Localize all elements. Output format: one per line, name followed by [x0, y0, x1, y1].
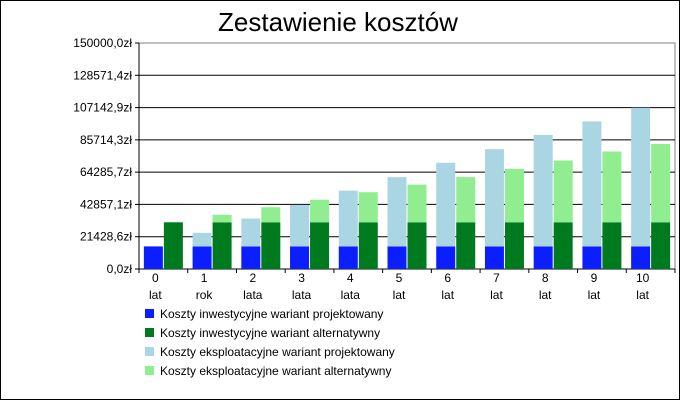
legend: Koszty inwestycyjne wariant projektowany… [145, 307, 395, 378]
legend-label: Koszty inwestycyjne wariant alternatywny [160, 326, 380, 340]
bar-operating-alternative [553, 160, 573, 223]
x-tick-label-unit: rok [196, 288, 214, 302]
x-tick-label-unit: lata [292, 288, 312, 302]
x-tick-label-unit: lat [636, 288, 649, 302]
bar-investment-alternative [504, 222, 524, 269]
bar-operating-projected [387, 177, 407, 247]
y-tick-label: 0,0zł [107, 262, 133, 276]
y-tick-label: 21428,6zł [80, 230, 132, 244]
x-tick-label-number: 6 [444, 271, 451, 285]
y-tick-label: 128571,4zł [73, 68, 132, 82]
bar-operating-projected [192, 232, 212, 247]
legend-label: Koszty eksploatacyjne wariant projektowa… [160, 345, 395, 359]
bar-investment-projected [290, 246, 310, 269]
bar-operating-alternative [358, 192, 378, 223]
y-tick-label: 85714,3zł [80, 133, 132, 147]
bar-investment-alternative [261, 222, 281, 269]
bar-investment-projected [582, 246, 602, 269]
bar-operating-projected [484, 149, 504, 247]
legend-swatch [145, 366, 154, 375]
bar-investment-alternative [651, 222, 671, 269]
bar-operating-alternative [456, 177, 476, 223]
bar-operating-projected [631, 107, 651, 247]
legend-swatch [145, 309, 154, 318]
x-tick-label-unit: lat [441, 288, 454, 302]
bar-investment-projected [143, 246, 163, 269]
bar-investment-alternative [358, 222, 378, 269]
legend-label: Koszty eksploatacyjne wariant alternatyw… [160, 364, 391, 378]
bar-investment-alternative [553, 222, 573, 269]
x-tick-label-number: 4 [347, 271, 354, 285]
x-tick-label-number: 10 [636, 271, 650, 285]
bar-investment-projected [533, 246, 553, 269]
bar-operating-projected [290, 204, 310, 247]
bar-investment-projected [192, 246, 212, 269]
x-tick-label-number: 8 [542, 271, 549, 285]
y-tick-label: 42857,1zł [80, 197, 132, 211]
bar-operating-projected [436, 162, 456, 247]
bar-operating-alternative [504, 168, 524, 223]
x-tick-label-unit: lat [539, 288, 552, 302]
bar-operating-projected [533, 134, 553, 247]
legend-swatch [145, 347, 154, 356]
bar-operating-alternative [310, 199, 330, 223]
bar-investment-projected [484, 246, 504, 269]
x-tick-label-number: 5 [396, 271, 403, 285]
bar-investment-alternative [163, 222, 183, 269]
x-tick-label-number: 1 [201, 271, 208, 285]
y-tick-label: 107142,9zł [73, 101, 132, 115]
x-tick-label-number: 9 [591, 271, 598, 285]
legend-label: Koszty inwestycyjne wariant projektowany [160, 307, 383, 321]
bar-investment-alternative [602, 222, 622, 269]
x-tick-label-number: 2 [249, 271, 256, 285]
bar-investment-projected [387, 246, 407, 269]
x-tick-label-number: 7 [493, 271, 500, 285]
bar-operating-projected [241, 218, 261, 247]
y-tick-label: 64285,7zł [80, 165, 132, 179]
bar-investment-projected [631, 246, 651, 269]
bar-investment-projected [338, 246, 358, 269]
bar-operating-projected [582, 121, 602, 247]
bar-investment-alternative [212, 222, 232, 269]
x-tick-label-unit: lat [588, 288, 601, 302]
bar-operating-alternative [261, 207, 281, 223]
bar-investment-projected [436, 246, 456, 269]
y-tick-label: 150000,0zł [73, 36, 132, 50]
bar-investment-alternative [310, 222, 330, 269]
bar-operating-alternative [651, 143, 671, 223]
bar-investment-alternative [407, 222, 427, 269]
x-tick-label-number: 0 [152, 271, 159, 285]
bar-operating-alternative [602, 151, 622, 223]
bar-operating-projected [338, 190, 358, 247]
x-tick-label-unit: lata [341, 288, 361, 302]
chart-title: Zestawienie kosztów [218, 7, 458, 37]
plot-area: 0,0zł 21428,6zł 42857,1zł 64285,7zł 85714,3z… [73, 36, 676, 302]
x-tick-label-unit: lat [490, 288, 503, 302]
bar-investment-projected [241, 246, 261, 269]
x-tick-label-unit: lat [393, 288, 406, 302]
bar-operating-alternative [407, 184, 427, 223]
x-tick-label-unit: lat [149, 288, 162, 302]
legend-swatch [145, 328, 154, 337]
bar-investment-alternative [456, 222, 476, 269]
x-tick-label-unit: lata [243, 288, 263, 302]
bar-operating-alternative [212, 214, 232, 223]
x-tick-label-number: 3 [298, 271, 305, 285]
